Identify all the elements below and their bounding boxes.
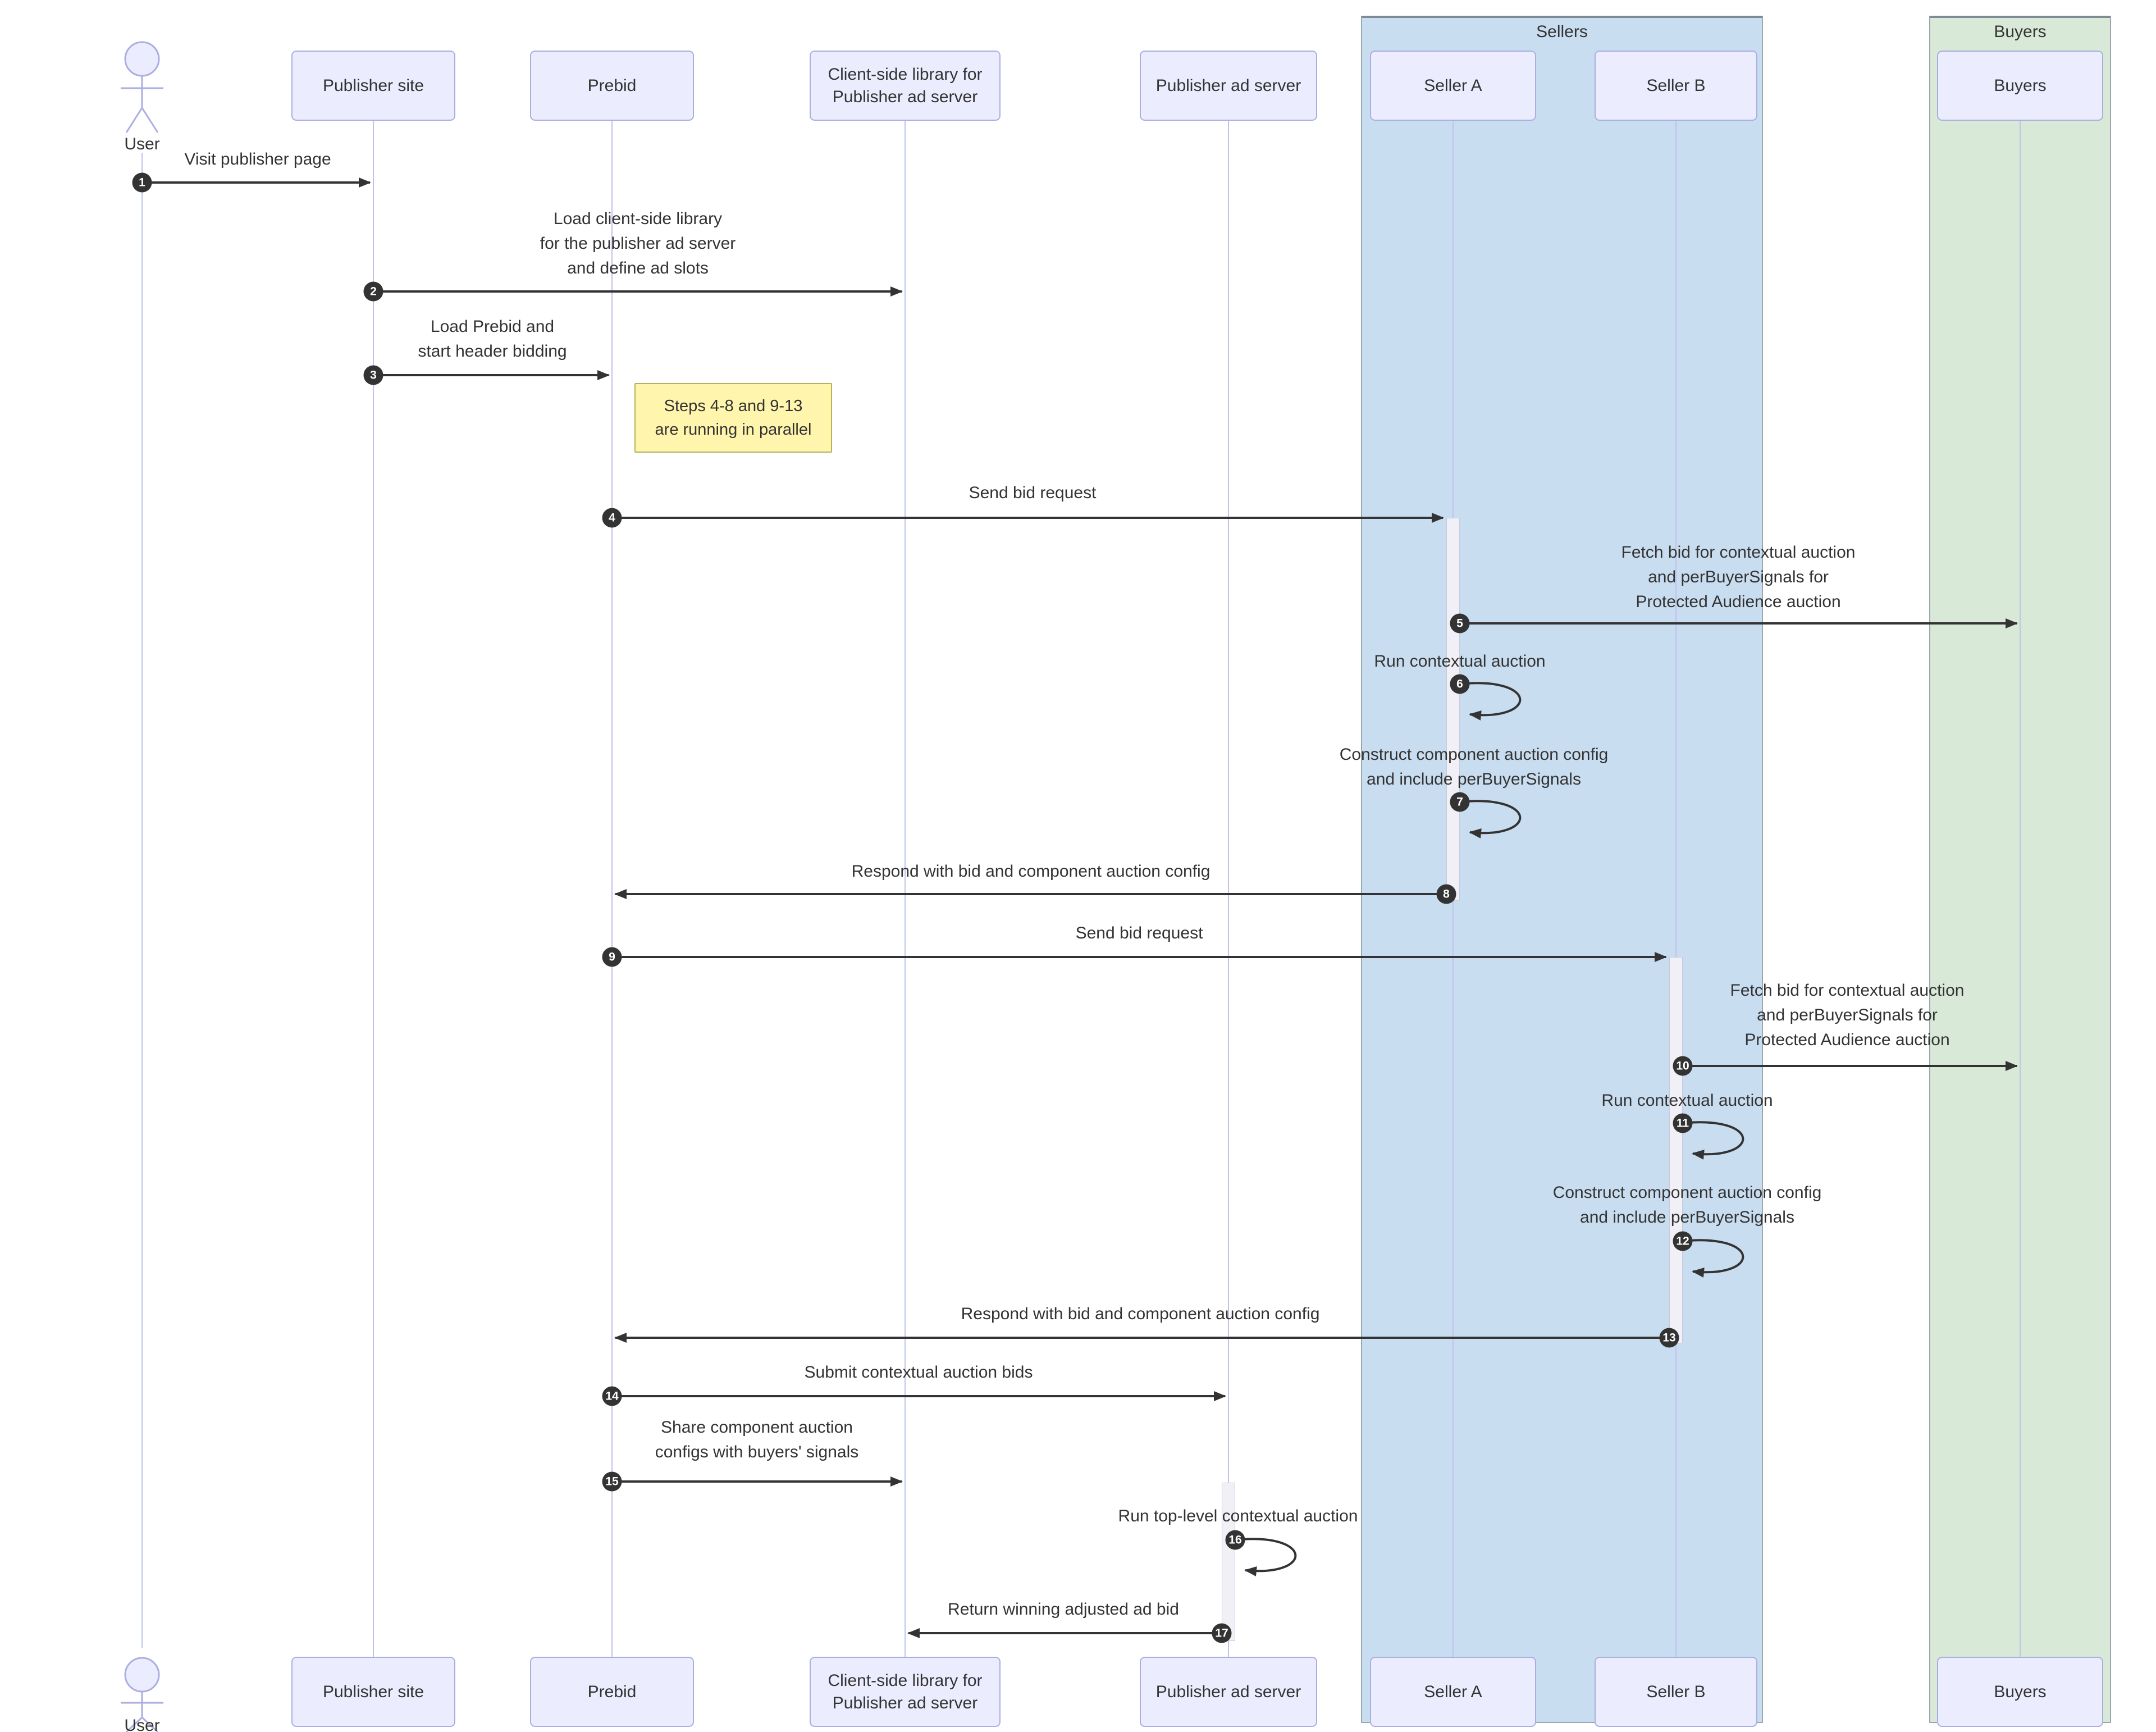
participant-top-publisher-site: Publisher site [291, 51, 455, 121]
message-label-1: Visit publisher page [184, 150, 331, 168]
message-label-13: Respond with bid and component auction c… [961, 1305, 1320, 1323]
message-arrows [142, 177, 2018, 1638]
message-label-2: Load client-side library for the publish… [540, 209, 736, 277]
message-label-6: Run contextual auction [1374, 652, 1546, 671]
sequence-number-10: 10 [1673, 1056, 1693, 1076]
message-label-5: Fetch bid for contextual auction and per… [1621, 543, 1856, 611]
message-label-8: Respond with bid and component auction c… [851, 862, 1211, 881]
activation-seller-a [1446, 518, 1460, 901]
participant-top-publisher-ad-server: Publisher ad server [1140, 51, 1317, 121]
participant-bottom-publisher-site: Publisher site [291, 1657, 455, 1727]
user-actor-top-icon [121, 41, 163, 133]
message-label-12: Construct component auction config and i… [1552, 1183, 1822, 1227]
sequence-number-17: 17 [1212, 1623, 1232, 1643]
sequence-number-15: 15 [602, 1471, 622, 1492]
arrow-6-self-loop [1459, 682, 1522, 721]
message-label-9: Send bid request [1075, 924, 1203, 942]
participant-bottom-seller-a: Seller A [1370, 1657, 1536, 1727]
participant-top-prebid: Prebid [530, 51, 694, 121]
participant-bottom-client-side-library: Client-side library for Publisher ad ser… [810, 1657, 1001, 1727]
user-actor-bottom-icon [121, 1657, 163, 1732]
sequence-number-4: 4 [602, 508, 622, 528]
sequence-number-1: 1 [132, 172, 152, 193]
parallel-note: Steps 4-8 and 9-13 are running in parall… [634, 383, 832, 453]
activation-publisher-ad-server [1222, 1483, 1235, 1641]
sequence-number-6: 6 [1450, 674, 1470, 694]
buyers-group-label: Buyers [1994, 22, 2047, 41]
activation-seller-b [1669, 957, 1683, 1343]
sequence-number-12: 12 [1673, 1231, 1693, 1251]
participant-top-seller-a: Seller A [1370, 51, 1536, 121]
sequence-number-7: 7 [1450, 792, 1470, 812]
user-actor-top-label: User [124, 135, 160, 153]
sequence-number-14: 14 [602, 1386, 622, 1406]
participant-top-seller-b: Seller B [1595, 51, 1757, 121]
message-label-4: Send bid request [969, 484, 1097, 502]
arrow-11-self-loop [1682, 1121, 1744, 1160]
sequence-number-9: 9 [602, 947, 622, 967]
message-label-17: Return winning adjusted ad bid [948, 1600, 1179, 1619]
sellers-group-box: Sellers [1361, 16, 1763, 1723]
sequence-number-3: 3 [363, 365, 383, 385]
arrow-12-self-loop [1682, 1239, 1744, 1278]
participant-top-client-side-library: Client-side library for Publisher ad ser… [810, 51, 1001, 121]
message-label-3: Load Prebid and start header bidding [418, 317, 567, 361]
message-label-15: Share component auction configs with buy… [655, 1418, 859, 1461]
sequence-number-11: 11 [1673, 1113, 1693, 1133]
participant-bottom-seller-b: Seller B [1595, 1657, 1757, 1727]
sequence-number-13: 13 [1659, 1328, 1679, 1348]
sellers-group-label: Sellers [1536, 22, 1588, 41]
participant-bottom-prebid: Prebid [530, 1657, 694, 1727]
message-label-11: Run contextual auction [1601, 1091, 1773, 1110]
message-label-14: Submit contextual auction bids [804, 1363, 1033, 1382]
participant-bottom-buyers: Buyers [1937, 1657, 2103, 1727]
sequence-number-5: 5 [1450, 613, 1470, 633]
participant-top-buyers: Buyers [1937, 51, 2103, 121]
message-label-7: Construct component auction config and i… [1339, 745, 1609, 788]
user-actor-bottom-label: User [124, 1716, 160, 1732]
sequence-number-8: 8 [1436, 884, 1456, 904]
sequence-number-2: 2 [363, 281, 383, 302]
sequence-number-16: 16 [1225, 1530, 1245, 1550]
message-label-16: Run top-level contextual auction [1118, 1507, 1358, 1525]
message-label-10: Fetch bid for contextual auction and per… [1730, 981, 1965, 1049]
arrow-16-self-loop [1235, 1538, 1297, 1576]
arrow-7-self-loop [1459, 800, 1522, 838]
participant-bottom-publisher-ad-server: Publisher ad server [1140, 1657, 1317, 1727]
